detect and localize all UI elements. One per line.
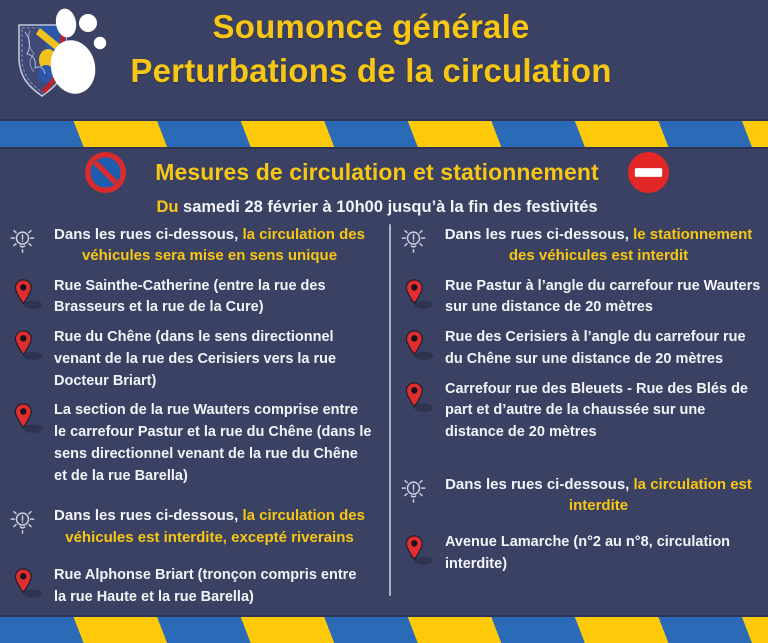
location-pin-icon (403, 532, 437, 571)
left-section2-heading-text: Dans les rues ci-dessous, la circulation… (40, 505, 379, 548)
page-title-line2: Perturbations de la circulation (130, 51, 612, 89)
list-item: Rue Sainthe-Catherine (entre la rue des … (4, 276, 379, 320)
location-pin-icon (403, 327, 437, 366)
column-divider (389, 224, 391, 596)
list-item-text: Rue des Cerisiers à l’angle du carrefour… (445, 329, 746, 367)
left-column: Dans les rues ci-dessous, la circulation… (0, 218, 389, 616)
right-section2-heading-text: Dans les rues ci-dessous, la circulation… (431, 474, 766, 517)
list-item: Rue du Chêne (dans le sens directionnel … (4, 327, 379, 392)
list-item-text: Rue Pastur à l’angle du carrefour rue Wa… (445, 277, 761, 316)
right-section1-heading-text: Dans les rues ci-dessous, le stationneme… (431, 224, 766, 267)
list-item-text: La section de la rue Wauters comprise en… (54, 402, 372, 484)
measures-subtitle: Du samedi 28 février à 10h00 jusqu’à la … (0, 198, 768, 217)
list-item: La section de la rue Wauters comprise en… (4, 400, 379, 487)
page-title-line1: Soumonce générale (212, 8, 530, 45)
right-section1-heading: Dans les rues ci-dessous, le stationneme… (395, 224, 766, 267)
heading-white: Dans les rues ci-dessous, (444, 226, 629, 243)
list-item-text: Rue Alphonse Briart (tronçon compris ent… (54, 566, 357, 605)
heading-yellow: le stationnement des véhicules est inter… (508, 226, 753, 265)
page-title: Soumonce générale Perturbations de la ci… (0, 5, 742, 93)
location-pin-icon (12, 565, 46, 604)
heading-white: Dans les rues ci-dessous, (54, 507, 239, 525)
left-section2-heading: Dans les rues ci-dessous, la circulation… (4, 505, 379, 548)
list-item: Rue Pastur à l’angle du carrefour rue Wa… (395, 276, 766, 320)
hazard-stripe-band-top (0, 121, 768, 147)
hazard-stripe-band-bottom (0, 617, 768, 643)
content-columns: Dans les rues ci-dessous, la circulation… (0, 218, 768, 616)
idea-bulb-icon (4, 505, 40, 543)
idea-bulb-icon (395, 224, 431, 262)
idea-bulb-icon (395, 474, 431, 512)
right-section2-heading: Dans les rues ci-dessous, la circulation… (395, 474, 766, 517)
list-item: Carrefour rue des Bleuets - Rue des Blés… (395, 379, 766, 444)
location-pin-icon (403, 276, 437, 315)
location-pin-icon (12, 276, 46, 315)
location-pin-icon (12, 327, 46, 366)
heading-white: Dans les rues ci-dessous, (54, 226, 239, 243)
municipality-crest-paw-logo (18, 8, 107, 97)
no-entry-icon (627, 151, 669, 194)
list-item: Rue Alphonse Briart (tronçon compris ent… (4, 565, 379, 609)
list-item: Avenue Lamarche (n°2 au n°8, circulation… (395, 532, 766, 576)
heading-yellow: la circulation est interdite (568, 475, 752, 515)
list-item-text: Rue Sainthe-Catherine (entre la rue des … (54, 277, 326, 316)
list-item-text: Carrefour rue des Bleuets - Rue des Blés… (445, 380, 748, 441)
left-section1-heading-text: Dans les rues ci-dessous, la circulation… (40, 224, 379, 267)
location-pin-icon (12, 400, 46, 439)
heading-yellow: la circulation des véhicules sera mise e… (81, 226, 365, 265)
measures-subtitle-highlight: Du (156, 198, 179, 216)
measures-subtitle-text: samedi 28 février à 10h00 jusqu’à la fin… (183, 198, 598, 216)
location-pin-icon (403, 379, 437, 418)
right-column: Dans les rues ci-dessous, le stationneme… (389, 218, 768, 616)
list-item: Rue des Cerisiers à l’angle du carrefour… (395, 327, 766, 371)
left-section1-heading: Dans les rues ci-dessous, la circulation… (4, 224, 379, 267)
no-parking-icon (85, 151, 127, 194)
heading-yellow: la circulation des véhicules est interdi… (65, 507, 365, 546)
heading-white: Dans les rues ci-dessous, (445, 475, 630, 493)
idea-bulb-icon (4, 224, 40, 262)
list-item-text: Avenue Lamarche (n°2 au n°8, circulation… (445, 534, 731, 573)
measures-title: Mesures de circulation et stationnement (155, 159, 599, 185)
list-item-text: Rue du Chêne (dans le sens directionnel … (54, 329, 337, 389)
measures-header: Mesures de circulation et stationnement … (0, 151, 768, 217)
